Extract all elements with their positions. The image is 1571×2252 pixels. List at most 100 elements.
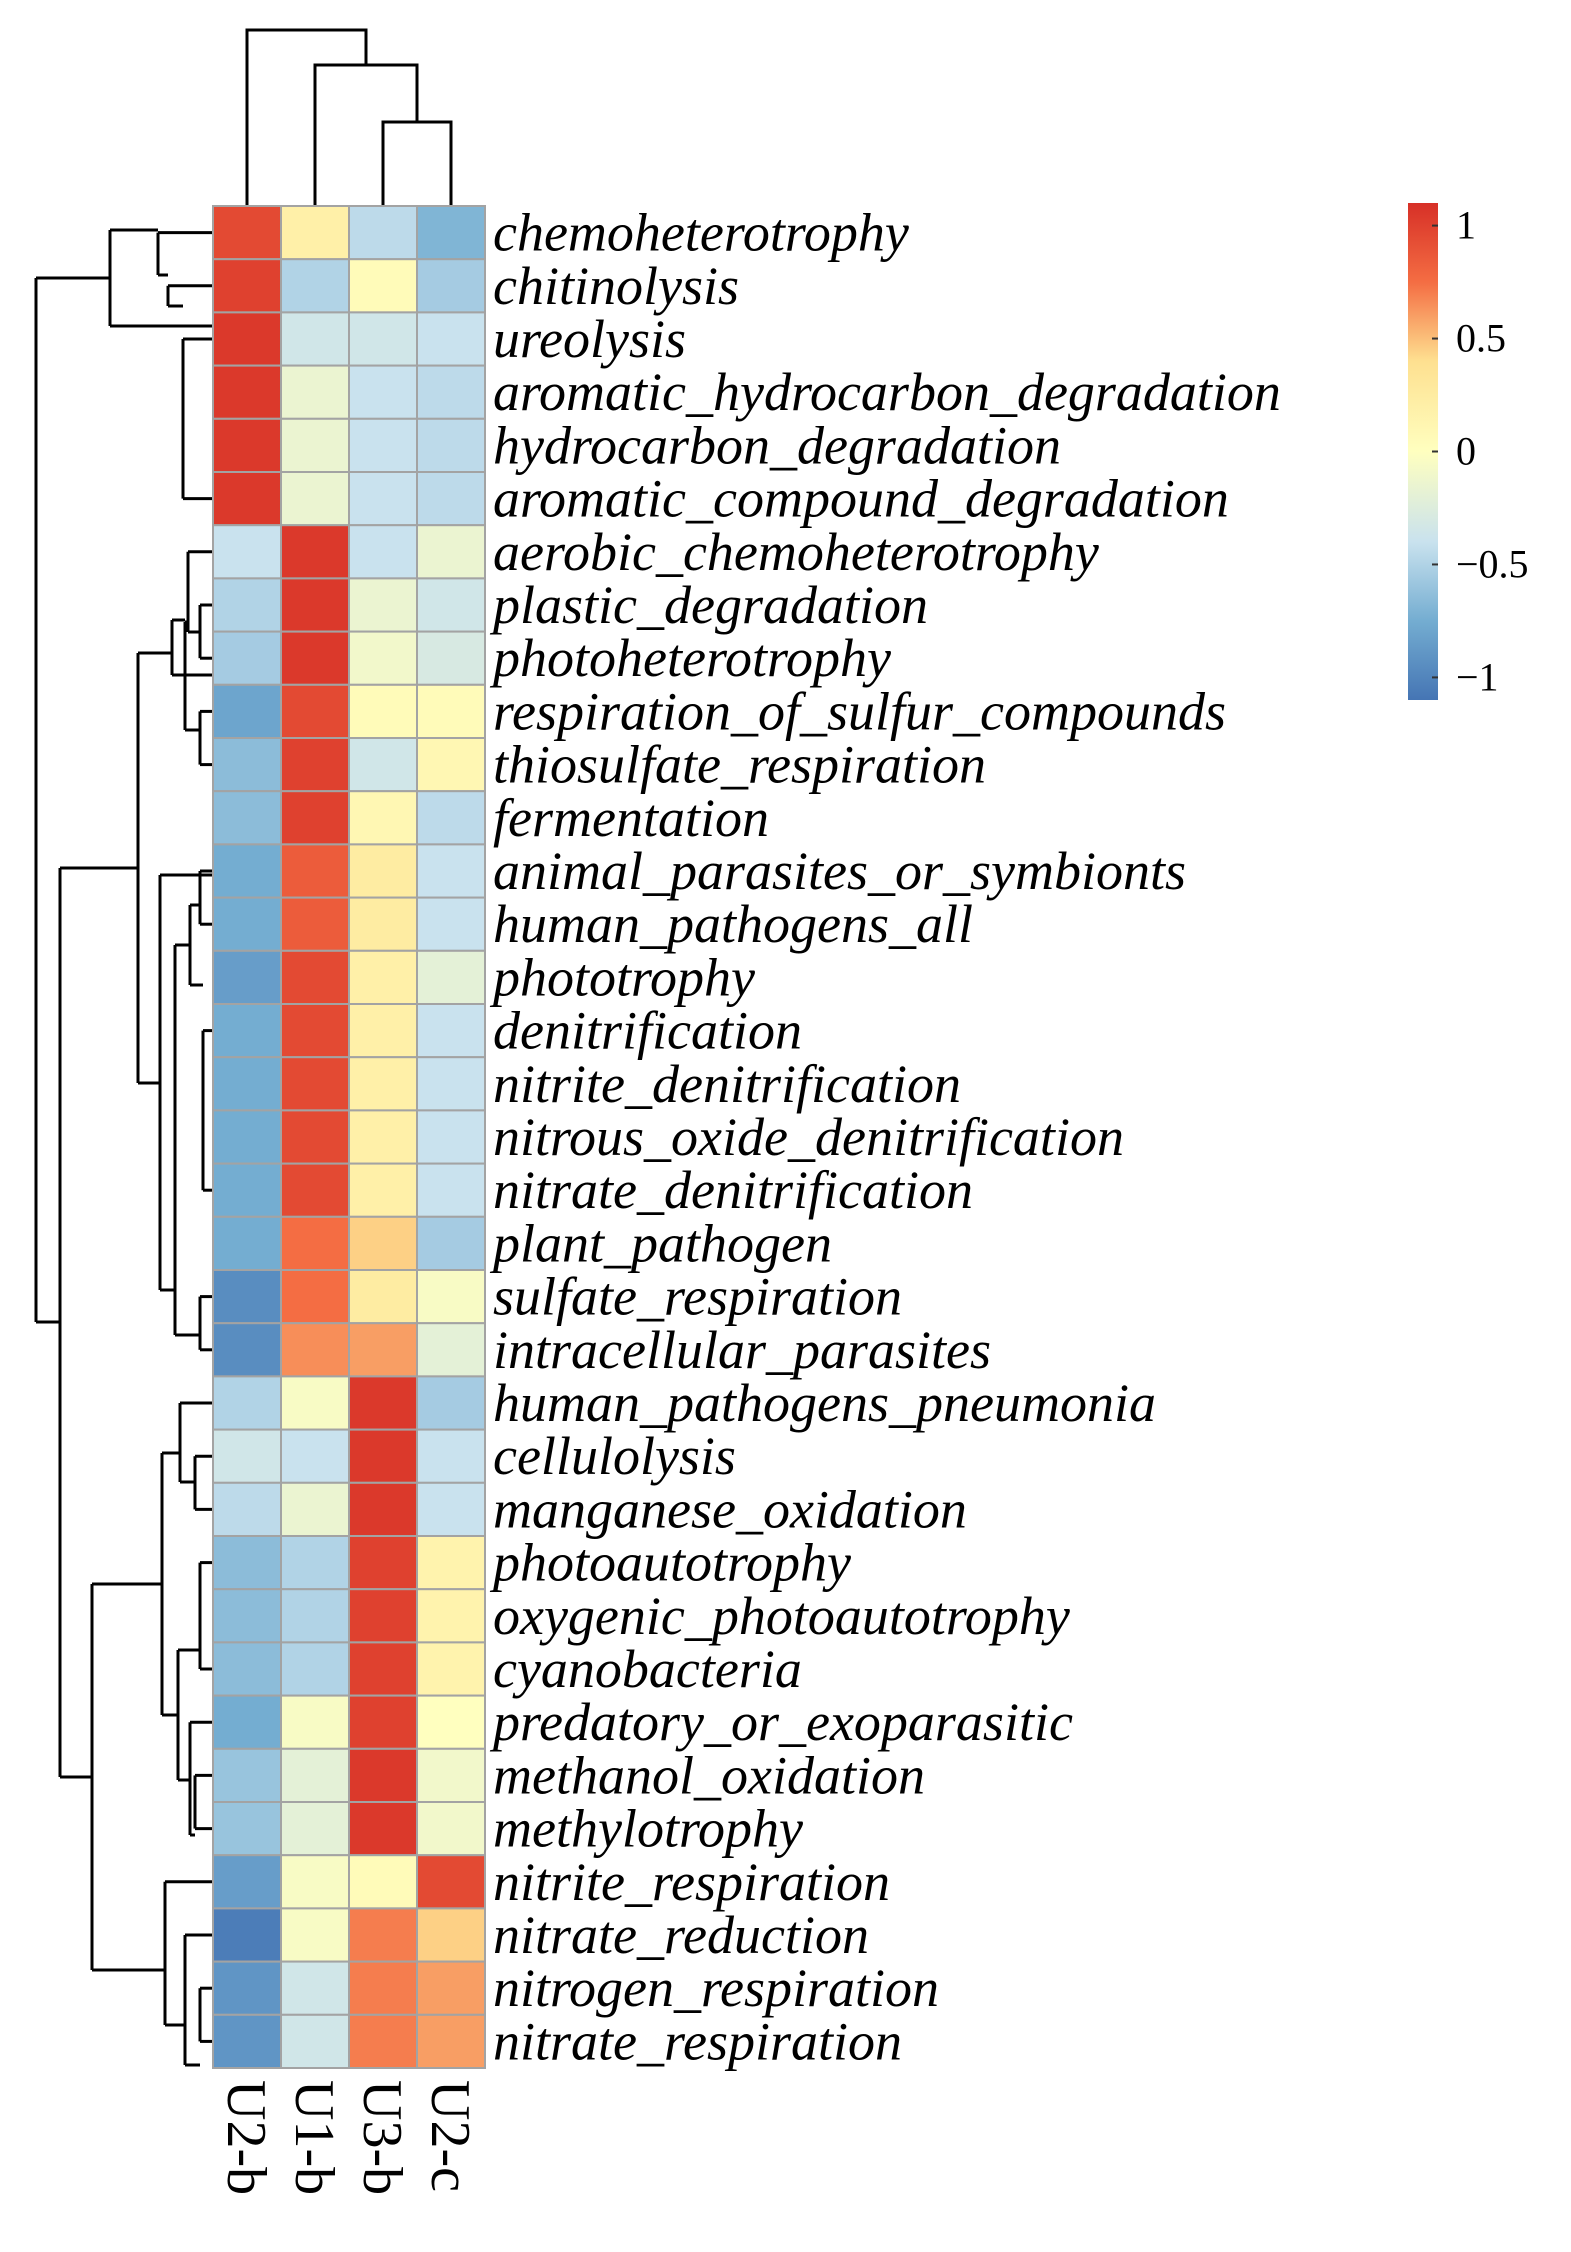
heatmap-cell-nitrate_denitrification-U3-b bbox=[348, 1162, 418, 1218]
heatmap-cell-methanol_oxidation-U2-b bbox=[212, 1747, 282, 1804]
heatmap-cell-photoheterotrophy-U2-c bbox=[416, 630, 486, 686]
heatmap-cell-nitrite_denitrification-U2-b bbox=[212, 1056, 282, 1112]
heatmap-cell-manganese_oxidation-U2-c bbox=[416, 1481, 486, 1538]
heatmap-cell-denitrification-U2-b bbox=[212, 1003, 282, 1059]
row-label-methanol-oxidation: methanol_oxidation bbox=[493, 1745, 925, 1805]
heatmap-cell-chemoheterotrophy-U3-b bbox=[348, 205, 418, 261]
row-label-nitrate-denitrification: nitrate_denitrification bbox=[493, 1160, 973, 1220]
heatmap-cell-thiosulfate_respiration-U1-b bbox=[280, 737, 350, 793]
heatmap-cell-manganese_oxidation-U3-b bbox=[348, 1481, 418, 1538]
color-legend: 1 0.5 0 −0.5 −1 bbox=[1408, 203, 1529, 700]
heatmap-cell-denitrification-U1-b bbox=[280, 1003, 350, 1059]
heatmap-cell-predatory_or_exoparasitic-U2-b bbox=[212, 1694, 282, 1750]
heatmap-cell-aromatic_compound_degradation-U2-b bbox=[212, 471, 282, 527]
heatmap-cell-nitrogen_respiration-U3-b bbox=[348, 1960, 418, 2016]
heatmap-cell-ureolysis-U3-b bbox=[348, 311, 418, 367]
heatmap-cell-intracellular_parasites-U2-c bbox=[416, 1322, 486, 1378]
heatmap-cell-manganese_oxidation-U2-b bbox=[212, 1481, 282, 1538]
heatmap-cell-animal_parasites_or_symbionts-U3-b bbox=[348, 843, 418, 899]
heatmap-cell-photoautotrophy-U2-c bbox=[416, 1535, 486, 1591]
heatmap-cell-chitinolysis-U2-c bbox=[416, 258, 486, 314]
heatmap-cell-nitrate_denitrification-U1-b bbox=[280, 1162, 350, 1218]
heatmap-cell-human_pathogens_all-U2-b bbox=[212, 896, 282, 952]
heatmap-cell-phototrophy-U2-c bbox=[416, 949, 486, 1005]
heatmap-cell-methylotrophy-U2-c bbox=[416, 1801, 486, 1857]
heatmap-cell-hydrocarbon_degradation-U1-b bbox=[280, 417, 350, 473]
heatmap-cell-nitrite_respiration-U2-b bbox=[212, 1854, 282, 1910]
heatmap-cell-methylotrophy-U3-b bbox=[348, 1801, 418, 1857]
heatmap-cell-sulfate_respiration-U3-b bbox=[348, 1269, 418, 1325]
heatmap-cell-cyanobacteria-U2-c bbox=[416, 1641, 486, 1697]
heatmap-cell-nitrous_oxide_denitrification-U2-c bbox=[416, 1109, 486, 1165]
heatmap-cell-cellulolysis-U2-c bbox=[416, 1428, 486, 1484]
legend-tick-label: −1 bbox=[1456, 654, 1499, 699]
row-label-aerobic-chemoheterotrophy: aerobic_chemoheterotrophy bbox=[493, 522, 1099, 582]
row-label-ureolysis: ureolysis bbox=[493, 309, 686, 369]
heatmap-cell-fermentation-U3-b bbox=[348, 790, 418, 846]
heatmap-cell-respiration_of_sulfur_compounds-U2-c bbox=[416, 683, 486, 739]
heatmap-cell-phototrophy-U2-b bbox=[212, 949, 282, 1005]
row-label-plant-pathogen: plant_pathogen bbox=[489, 1213, 832, 1273]
heatmap-cell-photoautotrophy-U1-b bbox=[280, 1535, 350, 1591]
heatmap-cell-chemoheterotrophy-U2-b bbox=[212, 205, 282, 261]
heatmap-cell-cyanobacteria-U1-b bbox=[280, 1641, 350, 1697]
row-label-sulfate-respiration: sulfate_respiration bbox=[493, 1267, 902, 1327]
heatmap-cell-respiration_of_sulfur_compounds-U3-b bbox=[348, 683, 418, 739]
legend-tick-label: 1 bbox=[1456, 203, 1476, 248]
row-label-photoautotrophy: photoautotrophy bbox=[489, 1533, 851, 1593]
heatmap-cell-nitrite_denitrification-U3-b bbox=[348, 1056, 418, 1112]
row-dendrogram bbox=[34, 228, 213, 2067]
heatmap-cell-fermentation-U2-b bbox=[212, 790, 282, 846]
heatmap-cell-hydrocarbon_degradation-U3-b bbox=[348, 417, 418, 473]
heatmap-cell-oxygenic_photoautotrophy-U2-b bbox=[212, 1588, 282, 1644]
heatmap-cell-plastic_degradation-U2-c bbox=[416, 577, 486, 633]
heatmap-cell-chemoheterotrophy-U1-b bbox=[280, 205, 350, 261]
row-label-aromatic-compound-degradation: aromatic_compound_degradation bbox=[493, 469, 1229, 529]
heatmap-cell-plastic_degradation-U1-b bbox=[280, 577, 350, 633]
row-label-nitrate-respiration: nitrate_respiration bbox=[493, 2011, 902, 2071]
heatmap-cell-chitinolysis-U1-b bbox=[280, 258, 350, 314]
row-label-chitinolysis: chitinolysis bbox=[493, 256, 739, 316]
heatmap-cell-plant_pathogen-U2-c bbox=[416, 1215, 486, 1272]
heatmap-cell-animal_parasites_or_symbionts-U1-b bbox=[280, 843, 350, 899]
heatmap-cell-ureolysis-U2-b bbox=[212, 311, 282, 367]
heatmap-cell-methanol_oxidation-U2-c bbox=[416, 1747, 486, 1804]
heatmap-cell-nitrite_denitrification-U2-c bbox=[416, 1056, 486, 1112]
heatmap-cell-human_pathogens_pneumonia-U3-b bbox=[348, 1375, 418, 1431]
row-label-nitrous-oxide-denitrification: nitrous_oxide_denitrification bbox=[493, 1107, 1124, 1167]
heatmap-cell-nitrite_respiration-U1-b bbox=[280, 1854, 350, 1910]
heatmap-cell-nitrous_oxide_denitrification-U1-b bbox=[280, 1109, 350, 1165]
heatmap-cell-nitrogen_respiration-U2-c bbox=[416, 1960, 486, 2016]
heatmap-cell-sulfate_respiration-U2-b bbox=[212, 1269, 282, 1325]
row-label-nitrate-reduction: nitrate_reduction bbox=[493, 1905, 869, 1965]
column-label-U2-b: U2-b bbox=[215, 2080, 277, 2195]
column-dendrogram bbox=[245, 28, 453, 206]
col-dendro-u3b-u2c bbox=[381, 120, 453, 206]
heatmap-cell-plant_pathogen-U2-b bbox=[212, 1215, 282, 1272]
col-dendro-u1b-cluster bbox=[313, 63, 419, 206]
heatmap-cell-nitrite_respiration-U3-b bbox=[348, 1854, 418, 1910]
heatmap-cell-intracellular_parasites-U2-b bbox=[212, 1322, 282, 1378]
heatmap-cell-nitrate_reduction-U2-c bbox=[416, 1907, 486, 1963]
heatmap-cell-aerobic_chemoheterotrophy-U1-b bbox=[280, 524, 350, 580]
heatmap-cell-predatory_or_exoparasitic-U3-b bbox=[348, 1694, 418, 1750]
legend-tick-label: −0.5 bbox=[1456, 541, 1529, 586]
heatmap-cell-human_pathogens_all-U1-b bbox=[280, 896, 350, 952]
heatmap-cell-oxygenic_photoautotrophy-U1-b bbox=[280, 1588, 350, 1644]
heatmap-cell-human_pathogens_pneumonia-U2-c bbox=[416, 1375, 486, 1431]
heatmap-cell-nitrate_denitrification-U2-b bbox=[212, 1162, 282, 1218]
heatmap-cell-human_pathogens_all-U3-b bbox=[348, 896, 418, 952]
heatmap-cell-oxygenic_photoautotrophy-U2-c bbox=[416, 1588, 486, 1644]
row-label-cellulolysis: cellulolysis bbox=[493, 1426, 736, 1486]
heatmap-cell-oxygenic_photoautotrophy-U3-b bbox=[348, 1588, 418, 1644]
heatmap-cell-nitrate_reduction-U1-b bbox=[280, 1907, 350, 1963]
row-label-intracellular-parasites: intracellular_parasites bbox=[493, 1320, 991, 1380]
heatmap-cell-thiosulfate_respiration-U3-b bbox=[348, 737, 418, 793]
heatmap-cell-nitrogen_respiration-U2-b bbox=[212, 1960, 282, 2016]
row-label-aromatic-hydrocarbon-degradation: aromatic_hydrocarbon_degradation bbox=[493, 362, 1281, 422]
column-labels: U2-b U1-b U3-b U2-c bbox=[215, 2080, 481, 2195]
heatmap-cell-intracellular_parasites-U1-b bbox=[280, 1322, 350, 1378]
row-label-hydrocarbon-degradation: hydrocarbon_degradation bbox=[493, 415, 1061, 475]
heatmap-cell-chitinolysis-U2-b bbox=[212, 258, 282, 314]
heatmap-cell-human_pathogens_all-U2-c bbox=[416, 896, 486, 952]
